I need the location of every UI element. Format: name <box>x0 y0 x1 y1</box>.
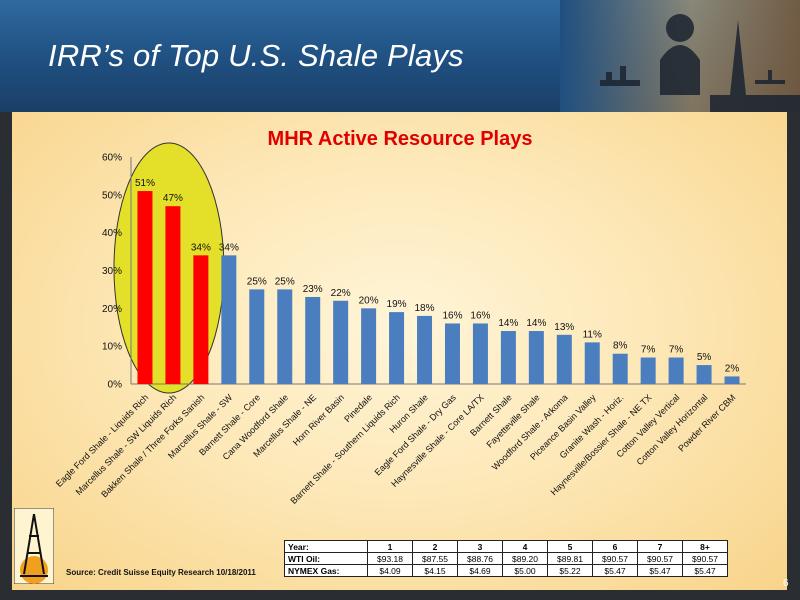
bar-value-label: 16% <box>442 310 462 321</box>
bar <box>612 353 628 384</box>
price-cell: $4.69 <box>457 564 503 577</box>
row-label: NYMEX Gas: <box>284 564 368 577</box>
bar-value-label: 19% <box>387 299 407 310</box>
y-tick-label: 20% <box>102 304 122 315</box>
category-label: Marcellus Shale - SW Liquids Rich <box>74 392 179 497</box>
bar <box>221 255 237 384</box>
bar <box>444 323 460 384</box>
price-cell: $5.47 <box>592 564 638 577</box>
price-cell: $93.18 <box>367 552 413 565</box>
category-label: Horn River Basin <box>291 392 346 447</box>
price-cell: $89.20 <box>502 552 548 565</box>
bar-value-label: 7% <box>641 345 656 356</box>
y-tick-label: 50% <box>102 190 122 201</box>
bar <box>640 357 656 384</box>
year-header-cell: 1 <box>367 540 413 553</box>
year-header-cell: 7 <box>637 540 683 553</box>
bar <box>417 315 433 384</box>
price-cell: $90.57 <box>682 552 728 565</box>
bar <box>556 334 572 384</box>
bar <box>305 296 321 384</box>
bar-value-label: 5% <box>697 352 712 363</box>
bar-value-label: 25% <box>275 276 295 287</box>
bar <box>500 331 516 384</box>
bar-value-label: 22% <box>331 288 351 299</box>
bar-value-label: 47% <box>163 193 183 204</box>
bar <box>528 331 544 384</box>
bar-value-label: 16% <box>470 310 490 321</box>
row-label: WTI Oil: <box>284 552 368 565</box>
y-tick-label: 60% <box>102 153 122 164</box>
price-cell: $4.15 <box>412 564 458 577</box>
price-cell: $5.00 <box>502 564 548 577</box>
bar <box>137 191 153 384</box>
price-cell: $90.57 <box>637 552 683 565</box>
bar-value-label: 2% <box>725 363 740 374</box>
bar-value-label: 14% <box>526 318 546 329</box>
bar-value-label: 34% <box>219 242 239 253</box>
price-cell: $87.55 <box>412 552 458 565</box>
year-header-cell: 3 <box>457 540 503 553</box>
y-tick-label: 0% <box>108 380 123 391</box>
bar-value-label: 7% <box>669 345 684 356</box>
bar <box>333 300 349 384</box>
bar-value-label: 51% <box>135 178 155 189</box>
year-header-cell: 2 <box>412 540 458 553</box>
price-cell: $90.57 <box>592 552 638 565</box>
price-cell: $5.47 <box>637 564 683 577</box>
price-cell: $5.22 <box>547 564 593 577</box>
price-deck-table: Year: 1 2 3 4 5 6 7 8+ WTI Oil: $93.18 $87.55 $88.76… <box>284 540 728 577</box>
table-row: NYMEX Gas: $4.09 $4.15 $4.69 $5.00 $5.22 $5.47… <box>284 564 728 577</box>
bar-value-label: 18% <box>415 303 435 314</box>
bar <box>696 365 712 384</box>
bar <box>361 308 377 384</box>
price-cell: $4.09 <box>367 564 413 577</box>
bar-value-label: 8% <box>613 341 628 352</box>
bar-value-label: 34% <box>191 242 211 253</box>
bar <box>668 357 684 384</box>
source-note: Source: Credit Suisse Equity Research 10… <box>66 568 256 577</box>
slide-title: IRR’s of Top U.S. Shale Plays <box>48 38 464 73</box>
year-header-cell: 6 <box>592 540 638 553</box>
category-label: Haynesville/Bossier Shale - NE TX <box>549 392 654 497</box>
bar-value-label: 20% <box>359 295 379 306</box>
oil-rig-silhouette-image <box>600 14 800 112</box>
year-header-cell: 4 <box>502 540 548 553</box>
category-label: Bakken Shale / Three Forks Sanish <box>99 392 206 499</box>
year-header-cell: 8+ <box>682 540 728 553</box>
bar <box>584 342 600 384</box>
page-number: 6 <box>783 578 789 589</box>
bar <box>472 323 488 384</box>
y-tick-label: 40% <box>102 228 122 239</box>
header-banner: IRR’s of Top U.S. Shale Plays <box>0 0 800 112</box>
price-cell: $89.81 <box>547 552 593 565</box>
oil-derrick-logo <box>14 508 54 584</box>
bar-value-label: 23% <box>303 284 323 295</box>
bar-value-label: 25% <box>247 276 267 287</box>
price-cell: $88.76 <box>457 552 503 565</box>
bar-value-label: 14% <box>498 318 518 329</box>
bar-value-label: 13% <box>554 322 574 333</box>
y-tick-label: 30% <box>102 266 122 277</box>
bar <box>389 312 405 384</box>
year-header-cell: 5 <box>547 540 593 553</box>
table-row: WTI Oil: $93.18 $87.55 $88.76 $89.20 $89.81 $9… <box>284 552 728 565</box>
bar <box>249 289 265 384</box>
price-cell: $5.47 <box>682 564 728 577</box>
bar <box>193 255 209 384</box>
bar <box>277 289 293 384</box>
bar <box>724 376 740 384</box>
y-tick-label: 10% <box>102 342 122 353</box>
table-header-row: Year: 1 2 3 4 5 6 7 8+ <box>284 540 728 553</box>
chart-title: MHR Active Resource Plays <box>267 128 533 150</box>
bar-value-label: 11% <box>583 329 602 340</box>
bar <box>165 206 181 384</box>
row-label: Year: <box>284 540 368 553</box>
